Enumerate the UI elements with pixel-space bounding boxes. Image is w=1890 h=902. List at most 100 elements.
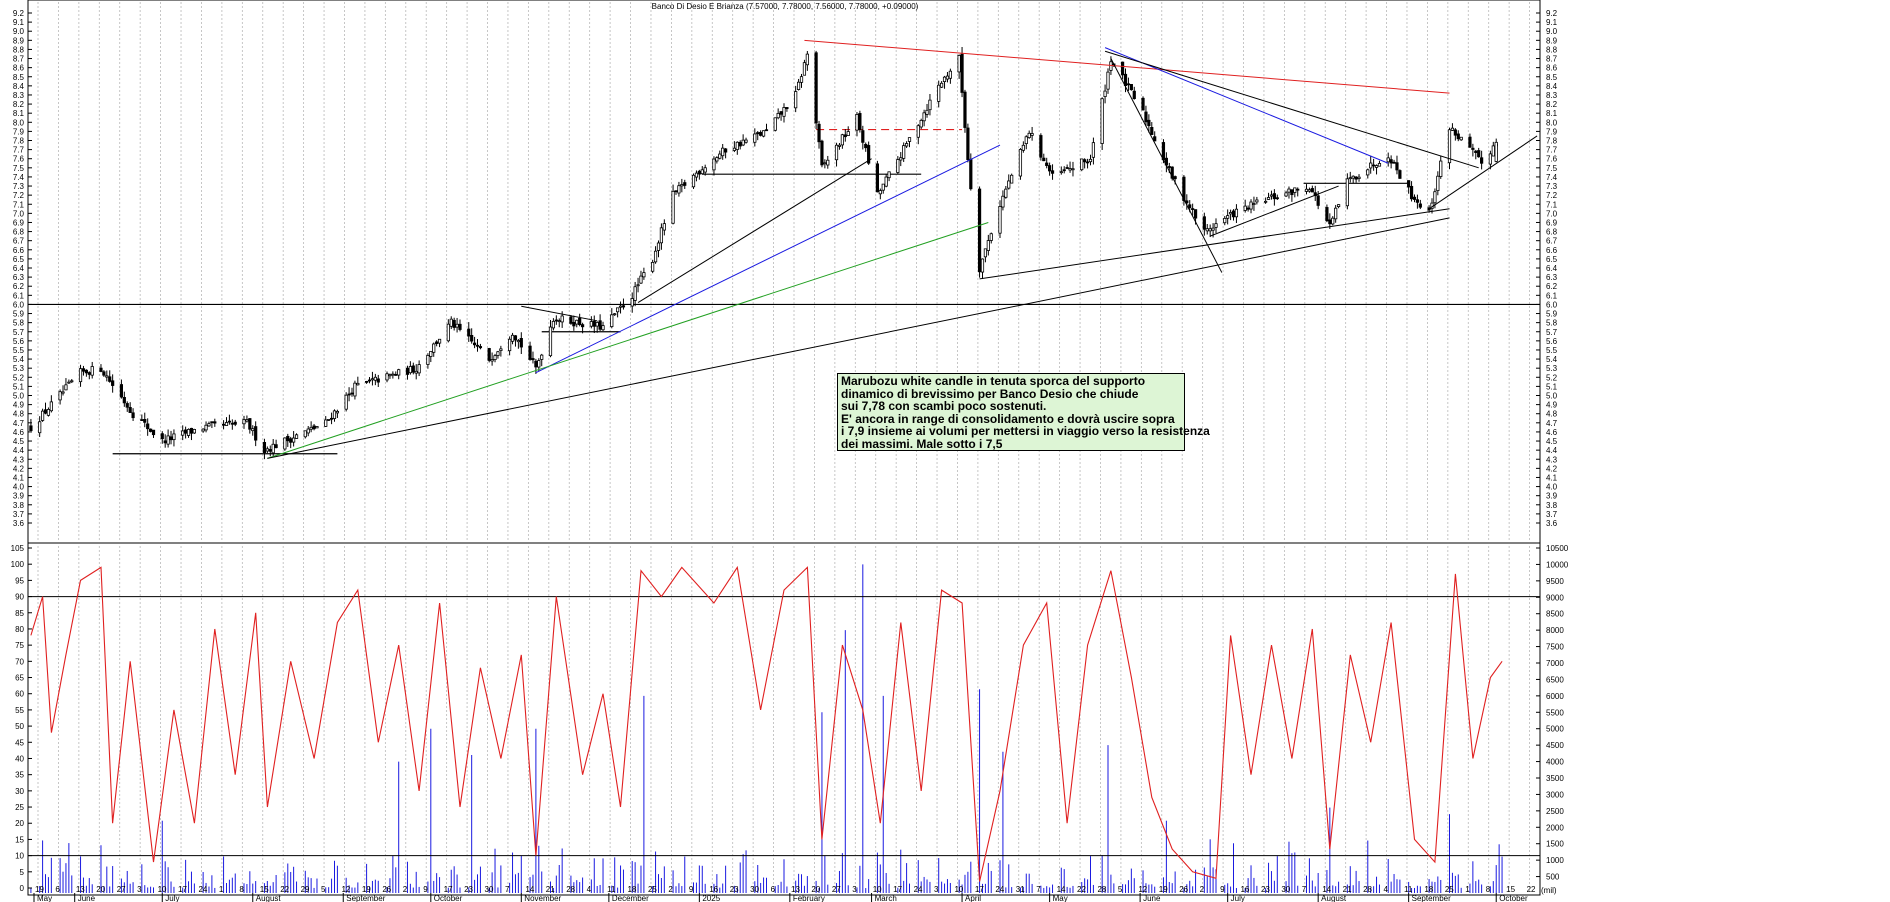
trendline: [267, 217, 1450, 459]
candle-body: [738, 141, 742, 147]
candle-body: [478, 346, 483, 349]
candle-body: [90, 366, 94, 376]
candle-body: [119, 384, 124, 398]
price-tick-label-left: 4.8: [13, 410, 25, 419]
candle-body: [108, 376, 112, 382]
candle-body: [1480, 157, 1484, 164]
candle-body: [642, 272, 646, 278]
price-tick-label-right: 4.9: [1546, 401, 1558, 410]
price-tick-label-left: 5.1: [13, 382, 25, 391]
candle-body: [286, 435, 290, 442]
candle-body: [1433, 191, 1437, 204]
price-tick-label-left: 7.0: [13, 209, 25, 218]
candle-body: [779, 111, 783, 115]
candle-body: [589, 321, 593, 327]
price-tick-label-right: 6.3: [1546, 273, 1558, 282]
candle-body: [388, 374, 392, 377]
price-tick-label-left: 4.4: [13, 446, 25, 455]
candle-body: [846, 131, 850, 137]
candle-body: [213, 421, 217, 424]
candle-body: [1409, 185, 1414, 200]
candle-body: [840, 134, 844, 146]
candle-body: [394, 374, 398, 376]
candle-body: [449, 318, 453, 327]
candle-body: [1447, 129, 1452, 164]
level-layer: [28, 128, 1540, 455]
price-tick-label-left: 7.4: [13, 173, 25, 182]
candle-body: [1039, 135, 1043, 158]
osc-tick-label: 50: [15, 722, 24, 731]
month-label: March: [875, 894, 897, 902]
candle-body-last: [1494, 141, 1498, 162]
date-tick-label: 27: [832, 885, 841, 894]
month-label: May: [37, 894, 52, 902]
candle-body: [1272, 193, 1276, 200]
date-tick-label: 31: [1016, 885, 1025, 894]
month-label: November: [524, 894, 561, 902]
month-label: April: [965, 894, 981, 902]
price-tick-label-left: 4.1: [13, 473, 25, 482]
price-tick-label-left: 7.9: [13, 127, 25, 136]
candle-body: [653, 250, 658, 263]
date-tick-label: 2: [668, 885, 673, 894]
price-tick-label-right: 6.9: [1546, 218, 1558, 227]
date-tick-label: 17: [893, 885, 902, 894]
candle-body: [1208, 228, 1212, 232]
candle-body: [814, 52, 818, 124]
candle-body: [303, 430, 307, 438]
price-tick-label-right: 3.9: [1546, 492, 1558, 501]
candle-body: [81, 368, 86, 372]
month-label: June: [1143, 894, 1161, 902]
volume-tick-label: 8000: [1546, 626, 1564, 635]
price-tick-label-left: 6.8: [13, 228, 25, 237]
price-tick-label-right: 8.6: [1546, 64, 1558, 73]
date-tick-label: 14: [1057, 885, 1066, 894]
candle-body: [64, 384, 68, 391]
candle-body: [651, 261, 655, 272]
candle-body: [837, 144, 842, 147]
date-tick-label: 28: [1363, 885, 1372, 894]
candle-body: [1372, 164, 1376, 167]
osc-tick-label: 5: [20, 868, 25, 877]
candle-body: [292, 437, 296, 443]
candle-body: [391, 373, 395, 376]
candle-body: [58, 391, 62, 401]
volume-tick-label: 10500: [1546, 544, 1569, 553]
price-tick-label-right: 4.5: [1546, 437, 1558, 446]
candle-body: [896, 159, 900, 173]
price-tick-label-right: 8.4: [1546, 82, 1558, 91]
candle-body: [776, 112, 780, 119]
trendline: [535, 144, 1001, 374]
candle-body: [1310, 188, 1314, 193]
volume-unit-label: (mil): [1541, 886, 1557, 895]
note-line: E' ancora in range di consolidamento e d…: [841, 411, 1175, 426]
price-tick-label-left: 5.5: [13, 346, 25, 355]
candle-body: [922, 112, 926, 122]
date-tick-label: 3: [852, 885, 857, 894]
date-tick-label: 25: [1445, 885, 1454, 894]
candle-body: [1188, 204, 1192, 209]
candle-body: [1109, 61, 1113, 71]
candle-body: [1182, 176, 1186, 202]
candle-body: [1290, 189, 1294, 196]
candle-body: [1436, 175, 1440, 192]
candle-body: [344, 394, 348, 410]
month-label: August: [1321, 894, 1347, 902]
candle-body: [616, 307, 620, 313]
candle-body: [630, 298, 634, 307]
candle-body: [1147, 119, 1151, 127]
price-tick-label-right: 5.2: [1546, 373, 1558, 382]
price-tick-label-right: 8.0: [1546, 118, 1558, 127]
month-label: 2025: [702, 894, 720, 902]
trend-layer: [267, 39, 1538, 459]
candle-body: [656, 242, 661, 251]
candle-body: [46, 409, 51, 416]
date-tick-label: 24: [198, 885, 207, 894]
price-tick-label-left: 4.2: [13, 464, 25, 473]
candle-body: [575, 319, 579, 325]
candle-body: [458, 323, 462, 330]
price-tick-label-left: 5.0: [13, 392, 25, 401]
candle-body: [201, 428, 205, 432]
candle-body: [1120, 61, 1125, 76]
date-tick-label: 10: [954, 885, 963, 894]
